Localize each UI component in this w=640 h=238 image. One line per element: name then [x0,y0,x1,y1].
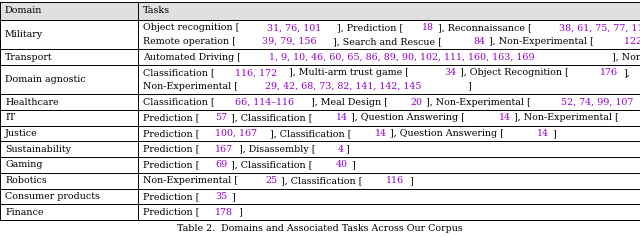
Text: 167: 167 [215,145,234,154]
Text: Sustainability: Sustainability [5,145,71,154]
Text: ], Meal Design [: ], Meal Design [ [311,98,388,107]
Text: ], Reconnaissance [: ], Reconnaissance [ [438,23,531,32]
Text: Healthcare: Healthcare [5,98,59,107]
Text: Transport: Transport [5,53,52,62]
Text: 116, 172: 116, 172 [235,68,277,77]
Text: 14: 14 [374,129,387,138]
Text: 122, 157: 122, 157 [624,37,640,46]
Text: 38, 61, 75, 77, 118, 120, 166, 174: 38, 61, 75, 77, 118, 120, 166, 174 [559,23,640,32]
Text: Automated Driving [: Automated Driving [ [143,53,241,62]
Text: 14: 14 [336,113,348,122]
Text: Prediction [: Prediction [ [143,160,199,169]
Bar [0,157,640,173]
Text: 176: 176 [600,68,618,77]
Text: 1, 9, 10, 46, 60, 65, 86, 89, 90, 102, 111, 160, 163, 169: 1, 9, 10, 46, 60, 65, 86, 89, 90, 102, 1… [269,53,534,62]
Text: 116: 116 [386,176,404,185]
Text: ], Classification [: ], Classification [ [231,160,312,169]
Text: 20: 20 [410,98,422,107]
Text: Robotics: Robotics [5,176,47,185]
Text: ], Multi-arm trust game [: ], Multi-arm trust game [ [289,68,410,77]
Text: 178: 178 [215,208,234,217]
Text: ], Classification [: ], Classification [ [231,113,312,122]
Text: Prediction [: Prediction [ [143,113,199,122]
Text: ],: ], [623,68,630,77]
Text: Non-Experimental [: Non-Experimental [ [143,176,237,185]
Text: 29, 42, 68, 73, 82, 141, 142, 145: 29, 42, 68, 73, 82, 141, 142, 145 [265,82,422,91]
Text: ], Non-Experimental [: ], Non-Experimental [ [612,53,640,62]
Text: Gaming: Gaming [5,160,42,169]
Bar [0,173,640,188]
Text: ], Non-Experimental [: ], Non-Experimental [ [514,113,619,122]
Bar [0,141,640,157]
Text: ], Non-Experimental [: ], Non-Experimental [ [426,98,531,107]
Text: Remote operation [: Remote operation [ [143,37,236,46]
Text: ], Question Answering [: ], Question Answering [ [351,113,465,122]
Text: ]: ] [351,160,355,169]
Text: Prediction [: Prediction [ [143,208,199,217]
Text: 84: 84 [474,37,485,46]
Text: 39, 79, 156: 39, 79, 156 [262,37,317,46]
Bar [0,2,640,20]
Text: 31, 76, 101: 31, 76, 101 [267,23,321,32]
Bar [0,110,640,126]
Bar [0,188,640,204]
Text: ], Classification [: ], Classification [ [269,129,351,138]
Text: Domain: Domain [5,6,42,15]
Text: 66, 114–116: 66, 114–116 [235,98,294,107]
Text: ], Classification [: ], Classification [ [281,176,362,185]
Text: 57: 57 [215,113,227,122]
Text: ], Non-Experimental [: ], Non-Experimental [ [489,37,594,46]
Text: Prediction [: Prediction [ [143,145,199,154]
Text: 4: 4 [337,145,344,154]
Text: 14: 14 [499,113,511,122]
Text: 18: 18 [422,23,435,32]
Text: Tasks: Tasks [143,6,170,15]
Bar [0,65,640,94]
Bar [0,204,640,220]
Text: ]: ] [239,208,243,217]
Text: Non-Experimental [: Non-Experimental [ [143,82,237,91]
Text: ]: ] [552,129,556,138]
Text: ], Question Answering [: ], Question Answering [ [390,129,504,138]
Bar [0,94,640,110]
Text: Consumer products: Consumer products [5,192,100,201]
Text: 35: 35 [215,192,228,201]
Text: Object recognition [: Object recognition [ [143,23,239,32]
Text: ]: ] [231,192,235,201]
Text: 40: 40 [336,160,348,169]
Text: ], Object Recognition [: ], Object Recognition [ [460,68,568,77]
Text: 34: 34 [444,68,456,77]
Text: ], Disassembly [: ], Disassembly [ [239,145,316,154]
Text: Domain agnostic: Domain agnostic [5,75,86,84]
Bar [0,20,640,49]
Text: 52, 74, 99, 107: 52, 74, 99, 107 [561,98,634,107]
Text: 100, 167: 100, 167 [215,129,257,138]
Text: ]: ] [409,176,413,185]
Text: ], Prediction [: ], Prediction [ [337,23,403,32]
Text: ]: ] [345,145,349,154]
Bar [0,49,640,65]
Text: Justice: Justice [5,129,38,138]
Text: Classification [: Classification [ [143,98,214,107]
Text: Prediction [: Prediction [ [143,129,199,138]
Text: Military: Military [5,30,43,39]
Text: 69: 69 [215,160,228,169]
Text: Prediction [: Prediction [ [143,192,199,201]
Text: IT: IT [5,113,15,122]
Text: Finance: Finance [5,208,44,217]
Text: Table 2.  Domains and Associated Tasks Across Our Corpus: Table 2. Domains and Associated Tasks Ac… [177,224,463,233]
Text: ], Search and Rescue [: ], Search and Rescue [ [333,37,442,46]
Text: 14: 14 [537,129,549,138]
Text: 25: 25 [265,176,277,185]
Text: Classification [: Classification [ [143,68,214,77]
Bar [0,126,640,141]
Text: ]: ] [467,82,471,91]
